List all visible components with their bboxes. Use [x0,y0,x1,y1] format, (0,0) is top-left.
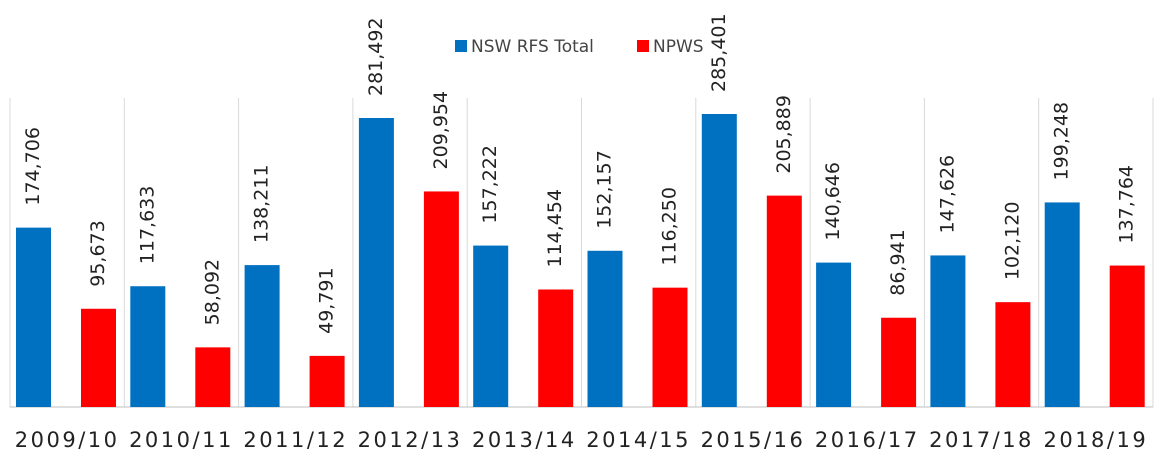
value-label: 209,954 [430,91,452,170]
bar [538,289,574,407]
bar [1044,202,1080,407]
bar [1109,265,1145,407]
x-tick-label: 2018/19 [1043,428,1148,452]
value-label: 205,889 [773,95,795,174]
value-label: 102,120 [1001,202,1023,281]
bar [473,245,509,407]
bar [16,227,51,407]
bar [587,250,623,407]
bar [244,265,280,407]
bar [81,308,116,407]
value-label: 174,706 [22,127,44,206]
bar [358,118,394,407]
value-label: 58,092 [201,259,223,325]
x-tick-label: 2016/17 [815,428,920,452]
value-label: 199,248 [1051,102,1073,181]
value-label: 147,626 [936,155,958,234]
bar [130,286,166,407]
value-label: 95,673 [87,220,109,286]
value-label: 137,764 [1116,165,1138,244]
x-tick-label: 2015/16 [701,428,806,452]
bar [816,262,852,407]
value-label: 140,646 [822,162,844,241]
value-label: 117,633 [136,186,158,265]
x-tick-label: 2011/12 [243,428,348,452]
legend-swatch [455,40,467,52]
x-tick-label: 2017/18 [929,428,1034,452]
value-label: 116,250 [659,187,681,266]
value-label: 86,941 [887,229,909,295]
legend-swatch [637,40,649,52]
bar [195,347,231,407]
bar [652,287,688,407]
x-tick-label: 2013/14 [472,428,577,452]
value-label: 152,157 [594,150,616,229]
bar [766,195,802,407]
bar [995,302,1031,407]
value-label: 49,791 [316,267,338,333]
x-tick-label: 2012/13 [358,428,463,452]
bar [309,355,345,407]
bar [881,317,917,407]
x-tick-label: 2010/11 [129,428,234,452]
legend-label: NSW RFS Total [471,37,594,57]
bar [423,191,459,407]
bar [930,255,966,407]
value-label: 285,401 [708,13,730,92]
x-tick-label: 2014/15 [586,428,691,452]
value-label: 281,492 [365,17,387,96]
value-label: 157,222 [479,145,501,224]
bar [701,113,737,407]
value-label: 114,454 [544,189,566,268]
legend-label: NPWS [653,37,704,57]
x-tick-label: 2009/10 [15,428,120,452]
value-label: 138,211 [251,165,273,244]
